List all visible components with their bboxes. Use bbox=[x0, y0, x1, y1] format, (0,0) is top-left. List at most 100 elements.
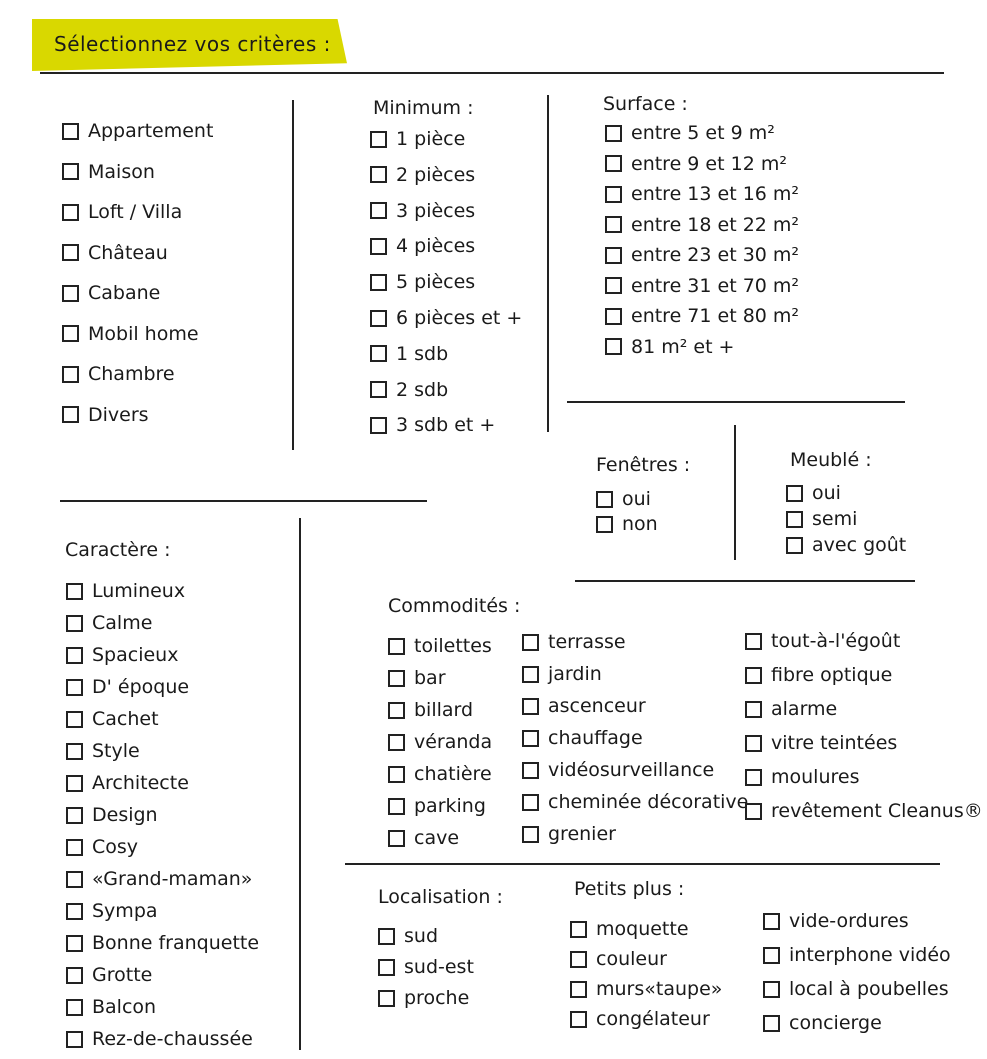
minimum-option[interactable]: 2 pièces bbox=[370, 164, 475, 186]
caractere-option[interactable]: Bonne franquette bbox=[66, 932, 259, 954]
checkbox[interactable] bbox=[786, 536, 803, 554]
checkbox[interactable] bbox=[745, 666, 762, 684]
commodites-3-option[interactable]: revêtement Cleanus® bbox=[745, 800, 983, 822]
petits-plus-1-option[interactable]: congélateur bbox=[570, 1008, 710, 1030]
caractere-option[interactable]: Design bbox=[66, 804, 158, 826]
caractere-option[interactable]: Spacieux bbox=[66, 644, 178, 666]
checkbox[interactable] bbox=[388, 765, 405, 783]
caractere-option[interactable]: Style bbox=[66, 740, 140, 762]
commodites-1-option[interactable]: billard bbox=[388, 699, 473, 721]
surface-option[interactable]: entre 9 et 12 m² bbox=[605, 153, 787, 175]
checkbox[interactable] bbox=[522, 697, 539, 715]
meuble-option[interactable]: oui bbox=[786, 482, 841, 504]
checkbox[interactable] bbox=[378, 927, 395, 945]
checkbox[interactable] bbox=[522, 729, 539, 747]
checkbox[interactable] bbox=[66, 678, 83, 696]
commodites-3-option[interactable]: tout-à-l'égoût bbox=[745, 630, 900, 652]
checkbox[interactable] bbox=[62, 325, 79, 342]
type-option[interactable]: Mobil home bbox=[62, 323, 199, 345]
type-option[interactable]: Chambre bbox=[62, 363, 175, 385]
checkbox[interactable] bbox=[378, 958, 395, 976]
checkbox[interactable] bbox=[786, 484, 803, 502]
checkbox[interactable] bbox=[388, 637, 405, 655]
checkbox[interactable] bbox=[570, 920, 587, 938]
checkbox[interactable] bbox=[66, 582, 83, 600]
commodites-2-option[interactable]: ascenceur bbox=[522, 695, 646, 717]
caractere-option[interactable]: Calme bbox=[66, 612, 152, 634]
checkbox[interactable] bbox=[66, 934, 83, 952]
checkbox[interactable] bbox=[370, 202, 387, 220]
checkbox[interactable] bbox=[66, 1030, 83, 1048]
type-option[interactable]: Château bbox=[62, 242, 168, 264]
checkbox[interactable] bbox=[66, 742, 83, 760]
fenetres-option[interactable]: non bbox=[596, 513, 658, 535]
commodites-2-option[interactable]: vidéosurveillance bbox=[522, 759, 714, 781]
commodites-2-option[interactable]: terrasse bbox=[522, 631, 626, 653]
checkbox[interactable] bbox=[370, 237, 387, 255]
caractere-option[interactable]: Balcon bbox=[66, 996, 156, 1018]
localisation-option[interactable]: sud bbox=[378, 925, 438, 947]
caractere-option[interactable]: Grotte bbox=[66, 964, 152, 986]
caractere-option[interactable]: Lumineux bbox=[66, 580, 185, 602]
checkbox[interactable] bbox=[62, 406, 79, 423]
petits-plus-1-option[interactable]: moquette bbox=[570, 918, 689, 940]
localisation-option[interactable]: sud-est bbox=[378, 956, 474, 978]
petits-plus-2-option[interactable]: interphone vidéo bbox=[763, 944, 951, 966]
checkbox[interactable] bbox=[370, 273, 387, 291]
checkbox[interactable] bbox=[388, 797, 405, 815]
caractere-option[interactable]: «Grand-maman» bbox=[66, 868, 252, 890]
localisation-option[interactable]: proche bbox=[378, 987, 469, 1009]
minimum-option[interactable]: 5 pièces bbox=[370, 271, 475, 293]
checkbox[interactable] bbox=[62, 365, 79, 383]
commodites-3-option[interactable]: moulures bbox=[745, 766, 859, 788]
checkbox[interactable] bbox=[605, 185, 622, 203]
surface-option[interactable]: entre 5 et 9 m² bbox=[605, 122, 775, 144]
checkbox[interactable] bbox=[66, 774, 83, 792]
commodites-3-option[interactable]: vitre teintées bbox=[745, 732, 897, 754]
minimum-option[interactable]: 1 sdb bbox=[370, 343, 448, 365]
checkbox[interactable] bbox=[745, 734, 762, 752]
checkbox[interactable] bbox=[605, 216, 622, 233]
checkbox[interactable] bbox=[370, 345, 387, 363]
checkbox[interactable] bbox=[605, 155, 622, 172]
checkbox[interactable] bbox=[570, 980, 587, 998]
minimum-option[interactable]: 4 pièces bbox=[370, 235, 475, 257]
checkbox[interactable] bbox=[522, 665, 539, 683]
checkbox[interactable] bbox=[763, 912, 780, 930]
checkbox[interactable] bbox=[66, 870, 83, 888]
checkbox[interactable] bbox=[66, 646, 83, 664]
checkbox[interactable] bbox=[370, 166, 387, 184]
checkbox[interactable] bbox=[66, 902, 83, 920]
checkbox[interactable] bbox=[388, 829, 405, 847]
commodites-3-option[interactable]: alarme bbox=[745, 698, 837, 720]
type-option[interactable]: Appartement bbox=[62, 120, 213, 142]
type-option[interactable]: Cabane bbox=[62, 282, 160, 304]
checkbox[interactable] bbox=[388, 733, 405, 751]
checkbox[interactable] bbox=[370, 309, 387, 327]
checkbox[interactable] bbox=[763, 980, 780, 998]
petits-plus-1-option[interactable]: couleur bbox=[570, 948, 667, 970]
caractere-option[interactable]: Cosy bbox=[66, 836, 138, 858]
checkbox[interactable] bbox=[596, 515, 613, 533]
commodites-1-option[interactable]: véranda bbox=[388, 731, 492, 753]
checkbox[interactable] bbox=[605, 246, 622, 264]
checkbox[interactable] bbox=[763, 946, 780, 964]
caractere-option[interactable]: Rez-de-chaussée bbox=[66, 1028, 253, 1050]
minimum-option[interactable]: 3 pièces bbox=[370, 200, 475, 222]
petits-plus-2-option[interactable]: concierge bbox=[763, 1012, 882, 1034]
checkbox[interactable] bbox=[605, 307, 622, 325]
surface-option[interactable]: 81 m² et + bbox=[605, 336, 734, 358]
checkbox[interactable] bbox=[370, 130, 387, 148]
commodites-2-option[interactable]: grenier bbox=[522, 823, 616, 845]
minimum-option[interactable]: 2 sdb bbox=[370, 379, 448, 401]
type-option[interactable]: Maison bbox=[62, 161, 155, 183]
checkbox[interactable] bbox=[370, 381, 387, 399]
checkbox[interactable] bbox=[570, 1010, 587, 1028]
commodites-1-option[interactable]: parking bbox=[388, 795, 486, 817]
surface-option[interactable]: entre 18 et 22 m² bbox=[605, 214, 799, 236]
commodites-2-option[interactable]: cheminée décorative bbox=[522, 791, 748, 813]
checkbox[interactable] bbox=[522, 761, 539, 779]
checkbox[interactable] bbox=[605, 338, 622, 355]
checkbox[interactable] bbox=[370, 416, 387, 434]
checkbox[interactable] bbox=[66, 998, 83, 1016]
